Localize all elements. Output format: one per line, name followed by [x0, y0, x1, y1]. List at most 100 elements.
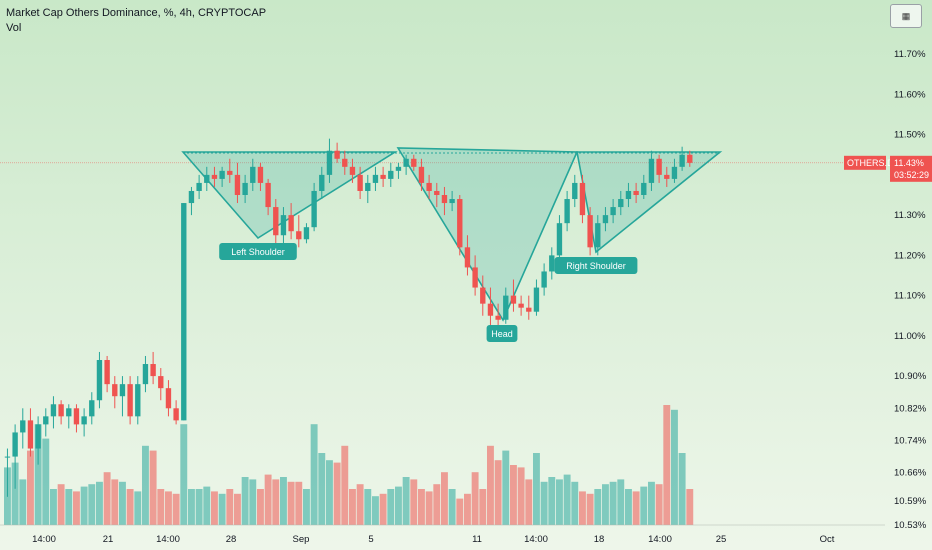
volume-bar	[172, 493, 180, 525]
x-tick-label: Oct	[820, 534, 835, 545]
volume-bar	[234, 493, 241, 525]
volume-bar	[494, 460, 502, 525]
volume-bar	[471, 472, 479, 525]
right-shoulder-shape	[576, 151, 723, 254]
annotation-label: Left Shoulder	[231, 247, 285, 257]
volume-bar	[402, 477, 410, 525]
candle-body	[602, 215, 609, 224]
candle-body	[656, 158, 662, 175]
candle-body	[96, 360, 103, 401]
x-tick-label: Sep	[293, 534, 310, 545]
y-tick-label: 11.00%	[894, 331, 926, 342]
volume-bar	[27, 450, 34, 525]
volume-bar	[356, 484, 364, 525]
candle-body	[518, 303, 524, 308]
y-tick-label: 11.70%	[894, 49, 926, 60]
candle-body	[480, 287, 486, 304]
volume-bar	[372, 496, 379, 525]
candle-body	[196, 182, 202, 191]
volume-bar	[50, 489, 57, 525]
candle-body	[173, 408, 179, 421]
volume-bar	[648, 481, 655, 525]
candle-body	[27, 420, 34, 449]
volume-bar	[479, 489, 487, 525]
x-tick-label: 28	[226, 534, 237, 545]
candle-body	[434, 190, 440, 195]
candle-body	[296, 231, 302, 240]
candle-body	[572, 182, 578, 200]
volume-bar	[586, 493, 594, 525]
volume-bar	[379, 493, 387, 525]
volume-bar	[464, 493, 471, 525]
volume-bar	[73, 491, 80, 525]
y-tick-label: 10.90%	[894, 371, 927, 382]
volume-bar	[134, 491, 142, 525]
candle-body	[319, 174, 325, 191]
y-tick-label: 11.30%	[894, 210, 926, 221]
candle-body	[288, 215, 294, 232]
candle-body	[411, 158, 417, 167]
x-tick-label: 14:00	[648, 534, 672, 545]
candle-body	[579, 182, 586, 216]
volume-bar	[295, 481, 303, 525]
candle-body	[89, 400, 95, 417]
volume-bar	[671, 409, 678, 525]
candle-body	[395, 166, 402, 171]
candle-body	[204, 174, 210, 183]
volume-bar	[11, 462, 19, 525]
x-tick-label: 18	[594, 534, 605, 545]
chart-title: Market Cap Others Dominance, %, 4h, CRYP…	[6, 7, 267, 19]
volume-bar	[632, 491, 640, 525]
volume-bar	[364, 489, 372, 525]
x-tick-label: 14:00	[524, 534, 548, 545]
volume-bar	[34, 424, 42, 525]
candle-body	[73, 408, 80, 425]
volume-label: Vol	[6, 22, 22, 34]
symbol-tag-bg	[844, 155, 886, 170]
candle-body	[280, 215, 287, 236]
volume-bar	[333, 462, 341, 525]
candle-body	[618, 199, 624, 208]
volume-bar	[517, 467, 525, 525]
candle-body	[20, 420, 26, 433]
candle-body	[372, 174, 379, 183]
candle-body	[533, 287, 540, 312]
grid-icon[interactable]: ▦	[890, 4, 922, 28]
volume-bar	[65, 489, 73, 525]
symbol-tag: OTHERS.D	[847, 158, 894, 168]
volume-bar	[180, 424, 188, 525]
head-shape	[396, 147, 579, 322]
candle-body	[664, 174, 670, 179]
candle-body	[181, 203, 187, 421]
volume-bar	[540, 481, 548, 525]
candle-body	[211, 174, 218, 179]
volume-bar	[257, 489, 264, 525]
y-tick-label: 10.53%	[894, 520, 927, 531]
candle-body	[273, 207, 279, 236]
candle-body	[472, 267, 478, 288]
candle-body	[158, 376, 164, 389]
volume-bar	[318, 453, 326, 525]
candle-body	[449, 199, 455, 204]
candle-body	[403, 158, 409, 167]
candle-body	[556, 223, 563, 256]
volume-bar	[80, 486, 88, 525]
candle-body	[648, 158, 655, 183]
candle-body	[250, 166, 256, 183]
volume-bar	[418, 489, 425, 525]
volume-bar	[165, 491, 172, 525]
candle-body	[625, 190, 632, 200]
candle-body	[311, 190, 317, 228]
candle-body	[526, 307, 532, 312]
candle-body	[380, 174, 386, 179]
candle-body	[503, 295, 509, 320]
candle-body	[265, 182, 271, 208]
volume-bar	[203, 486, 211, 525]
y-tick-label: 10.74%	[894, 435, 927, 446]
candle-body	[104, 360, 110, 385]
volume-bar	[57, 484, 65, 525]
volume-bar	[655, 484, 663, 525]
volume-bar	[441, 472, 448, 525]
y-tick-label: 10.59%	[894, 496, 927, 507]
